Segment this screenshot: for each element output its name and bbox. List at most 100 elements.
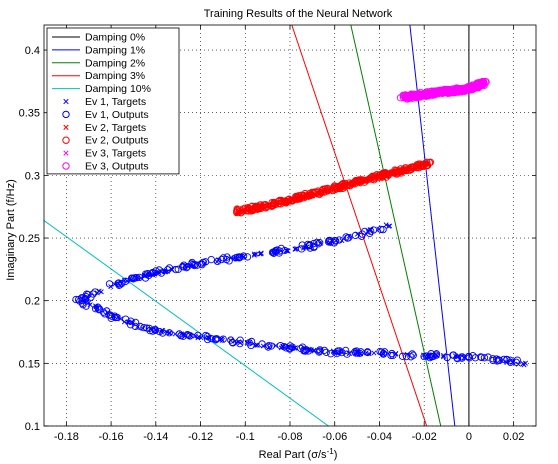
series-3-point-94 xyxy=(245,204,253,213)
y-tick-label-4: 0.3 xyxy=(25,170,40,182)
series-1-point-259 xyxy=(186,332,194,340)
series-1-point-81 xyxy=(343,350,351,358)
series-1-point-236 xyxy=(378,348,386,356)
series-3-point-231 xyxy=(319,185,327,193)
series-1-point-147 xyxy=(264,343,272,351)
series-0-point-141 xyxy=(237,340,243,346)
series-0-point-42 xyxy=(251,251,257,257)
series-1-point-64 xyxy=(99,308,108,316)
series-1-point-163 xyxy=(407,353,415,361)
series-3-point-218 xyxy=(378,171,387,179)
series-1-point-255 xyxy=(500,355,508,364)
series-1-point-244 xyxy=(363,348,372,356)
legend-entry-9: Ev 3, Targets xyxy=(63,148,146,160)
series-3-point-197 xyxy=(425,158,434,167)
series-1-point-198 xyxy=(426,354,434,362)
series-1-point-193 xyxy=(322,348,330,356)
series-3-point-248 xyxy=(351,180,359,188)
x-tick-label-0: -0.18 xyxy=(54,431,79,443)
series-5-point-252 xyxy=(454,86,462,94)
series-1-point-124 xyxy=(316,346,324,354)
series-3 xyxy=(233,158,435,217)
series-5-point-254 xyxy=(445,86,453,94)
series-3-point-211 xyxy=(390,169,399,177)
series-0-point-24 xyxy=(311,348,317,354)
y-tick-label-5: 0.35 xyxy=(19,108,40,120)
legend-entry-7: Ev 2, Targets xyxy=(63,122,146,134)
series-1-point-144 xyxy=(469,351,477,360)
series-1-point-205 xyxy=(310,239,318,248)
series-1-point-233 xyxy=(135,273,144,282)
legend-entry-5: Ev 1, Targets xyxy=(63,96,146,108)
legend: Damping 0%Damping 1%Damping 2%Damping 3%… xyxy=(46,27,180,175)
series-5-point-256 xyxy=(453,85,461,93)
series-1-point-224 xyxy=(377,225,385,234)
series-3-point-223 xyxy=(375,171,383,179)
series-1-point-242 xyxy=(330,239,338,247)
series-1-point-118 xyxy=(140,323,148,332)
series-1-point-218 xyxy=(151,325,159,334)
legend-swatch-7 xyxy=(63,124,69,130)
series-1-point-190 xyxy=(277,244,285,253)
series-5-point-251 xyxy=(423,91,431,99)
series-3-point-198 xyxy=(248,206,256,214)
series-1-point-152 xyxy=(380,349,388,358)
legend-label-1: Damping 1% xyxy=(85,44,145,56)
series-1-point-2 xyxy=(236,340,244,348)
series-1-point-165 xyxy=(247,337,256,346)
legend-label-9: Ev 3, Targets xyxy=(85,148,146,160)
series-1-point-174 xyxy=(111,313,120,322)
legend-entry-1: Damping 1% xyxy=(52,44,145,56)
series-1-point-252 xyxy=(165,329,173,337)
series-1-point-202 xyxy=(458,353,466,361)
series-5-point-242 xyxy=(435,88,443,97)
series-0-point-183 xyxy=(251,252,257,258)
y-tick-label-6: 0.4 xyxy=(25,45,40,57)
x-tick-label-4: -0.1 xyxy=(236,431,255,443)
series-1-point-213 xyxy=(203,335,212,344)
series-1-point-89 xyxy=(194,331,202,340)
series-5-point-246 xyxy=(443,86,451,94)
legend-swatch-6 xyxy=(62,110,70,119)
series-1-point-215 xyxy=(298,343,307,351)
legend-entry-10: Ev 3, Outputs xyxy=(62,161,149,173)
series-0-point-94 xyxy=(383,222,389,228)
legend-label-10: Ev 3, Outputs xyxy=(85,161,149,173)
data-points-layer xyxy=(72,77,529,368)
series-1-point-120 xyxy=(127,317,135,325)
series-1-point-134 xyxy=(89,290,97,298)
series-1-point-20 xyxy=(379,225,387,234)
series-3-point-254 xyxy=(277,196,285,205)
legend-label-5: Ev 1, Targets xyxy=(85,96,146,108)
series-1-point-173 xyxy=(306,244,314,252)
series-1-point-225 xyxy=(212,336,220,344)
series-1-point-151 xyxy=(223,253,231,261)
legend-label-4: Damping 10% xyxy=(85,83,151,95)
series-1-point-237 xyxy=(480,354,489,362)
axes-layer: -0.18 -0.16 -0.14 -0.12 -0.1 -0.08 -0.06 -0.04 -… xyxy=(19,24,537,443)
legend-label-3: Damping 3% xyxy=(85,70,145,82)
series-5-point-237 xyxy=(404,92,412,100)
series-1-point-84 xyxy=(338,348,346,357)
series-1-point-86 xyxy=(369,226,378,234)
legend-swatch-9 xyxy=(63,150,69,156)
series-5 xyxy=(396,77,490,103)
series-3-point-250 xyxy=(305,189,314,198)
legend-entry-6: Ev 1, Outputs xyxy=(62,109,149,121)
x-axis-label-superscript: -1 xyxy=(327,447,335,456)
series-1-point-203 xyxy=(494,356,503,364)
series-3-point-193 xyxy=(397,167,405,176)
series-1-point-226 xyxy=(288,343,297,351)
series-1-point-219 xyxy=(477,353,485,361)
series-1-point-247 xyxy=(361,227,369,236)
series-1-point-13 xyxy=(207,334,215,343)
series-1-point-195 xyxy=(188,258,196,267)
legend-swatch-5 xyxy=(63,98,69,105)
legend-swatch-10 xyxy=(62,162,70,170)
series-1-point-135 xyxy=(342,233,350,241)
series-1-point-47 xyxy=(118,279,126,288)
chart-title: Training Results of the Neural Network xyxy=(204,8,393,20)
series-3-point-245 xyxy=(356,176,365,184)
series-1-point-82 xyxy=(116,281,124,289)
series-5-point-258 xyxy=(429,91,437,99)
